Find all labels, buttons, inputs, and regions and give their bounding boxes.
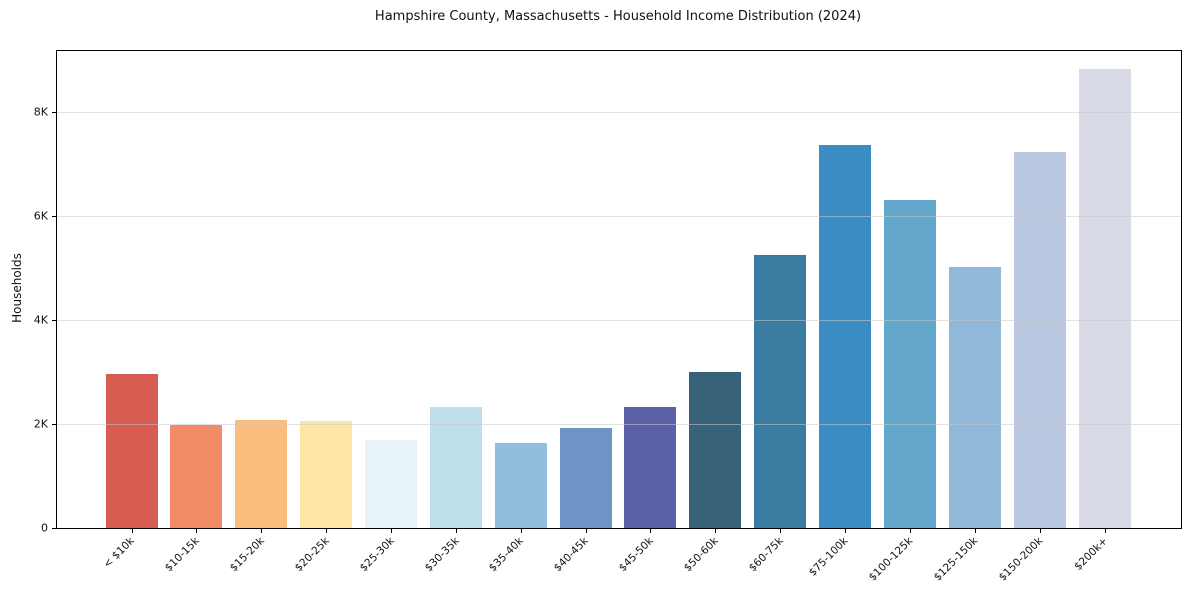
x-tick-mark — [585, 529, 587, 533]
bar--40-45k — [559, 428, 612, 528]
y-tick-label: 8K — [33, 105, 48, 119]
y-tick-mark — [52, 424, 56, 426]
x-tick-label: $35-40k — [487, 535, 527, 575]
x-tick-label: $45-50k — [616, 535, 656, 575]
y-axis-label: Households — [10, 253, 24, 323]
bar--30-35k — [429, 406, 482, 528]
x-tick-label: $20-25k — [292, 535, 332, 575]
plot-area — [56, 50, 1182, 529]
x-tick-mark — [845, 529, 847, 533]
x-tick-mark — [780, 529, 782, 533]
x-tick-label: $60-75k — [746, 535, 786, 575]
y-tick-mark — [52, 216, 56, 218]
x-tick-label: $100-125k — [866, 535, 916, 584]
bar--35-40k — [494, 442, 547, 528]
gridline — [57, 320, 1181, 322]
bar--125-150k — [948, 267, 1001, 528]
bar--150-200k — [1013, 152, 1066, 528]
x-tick-mark — [974, 529, 976, 533]
x-tick-label: $75-100k — [806, 535, 851, 579]
x-tick-mark — [715, 529, 717, 533]
x-tick-mark — [390, 529, 392, 533]
x-tick-label: $125-150k — [931, 535, 981, 584]
gridline — [57, 216, 1181, 218]
x-tick-mark — [326, 529, 328, 533]
chart-title: Hampshire County, Massachusetts - Househ… — [374, 9, 862, 24]
y-tick-mark — [52, 112, 56, 114]
x-tick-mark — [650, 529, 652, 533]
y-tick-label: 0 — [41, 521, 48, 535]
bar--20-25k — [300, 421, 353, 528]
x-tick-mark — [261, 529, 263, 533]
x-tick-mark — [909, 529, 911, 533]
bar--10k — [105, 374, 158, 528]
y-tick-mark — [52, 320, 56, 322]
bar--100-125k — [883, 200, 936, 528]
x-tick-label: $50-60k — [681, 535, 721, 575]
bar--15-20k — [235, 420, 288, 528]
x-tick-label: $40-45k — [551, 535, 592, 575]
x-tick-mark — [1104, 529, 1106, 533]
x-tick-label: $30-35k — [422, 535, 462, 575]
bar--50-60k — [689, 372, 742, 528]
x-tick-label: $200k+ — [1072, 535, 1111, 573]
x-tick-mark — [1039, 529, 1041, 533]
y-tick-label: 6K — [33, 209, 48, 223]
x-tick-label: $10-15k — [162, 535, 202, 575]
bar--60-75k — [754, 255, 807, 528]
x-tick-label: $25-30k — [357, 535, 397, 575]
y-tick-label: 4K — [33, 313, 48, 327]
bar--10-15k — [170, 424, 223, 528]
x-tick-mark — [196, 529, 198, 533]
bar--75-100k — [819, 145, 872, 528]
bar--25-30k — [364, 440, 417, 528]
x-tick-mark — [455, 529, 457, 533]
x-tick-label: $150-200k — [996, 535, 1046, 584]
gridline — [57, 112, 1181, 114]
x-tick-mark — [520, 529, 522, 533]
y-tick-label: 2K — [33, 417, 48, 431]
x-tick-label: $15-20k — [227, 535, 267, 575]
x-tick-label: < $10k — [101, 535, 137, 571]
bar--200k+ — [1078, 69, 1131, 528]
x-tick-mark — [131, 529, 133, 533]
gridline — [57, 424, 1181, 426]
bar--45-50k — [624, 406, 677, 528]
y-tick-mark — [52, 528, 56, 529]
